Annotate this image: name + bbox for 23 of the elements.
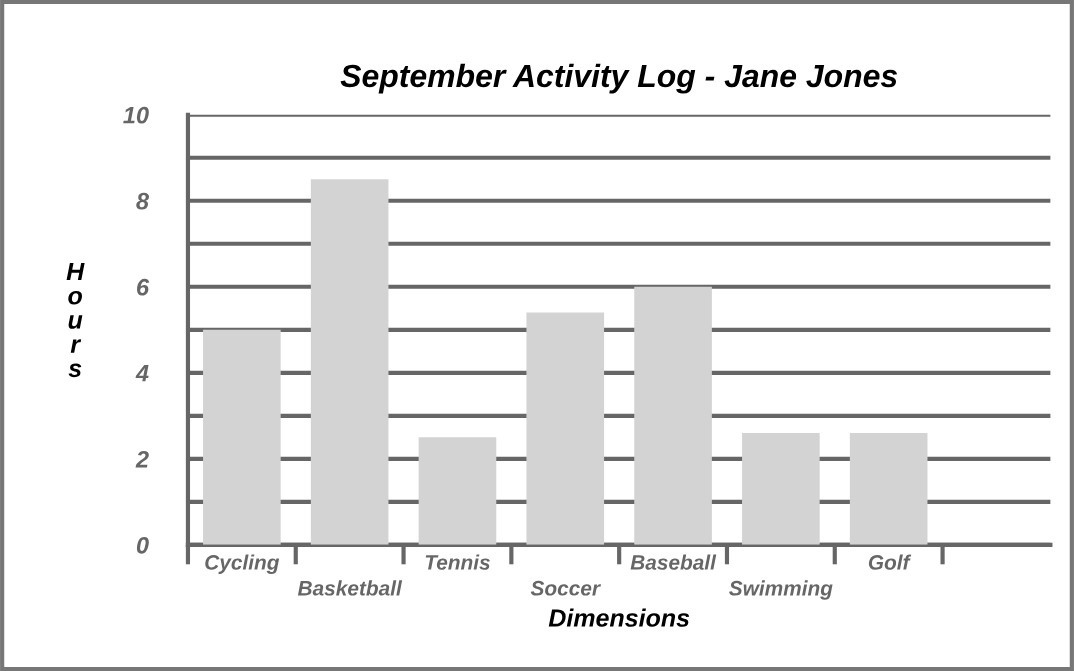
x-tick-label: Swimming	[729, 580, 833, 600]
bar	[418, 437, 497, 545]
y-tick-label: 2	[135, 450, 149, 468]
bar	[203, 329, 281, 545]
x-tick-label: Cycling	[205, 554, 280, 574]
chart-title: September Activity Log - Jane Jones	[340, 63, 898, 94]
bar	[742, 433, 820, 545]
x-tick-label: Golf	[868, 554, 912, 570]
y-tick-label: 4	[135, 365, 149, 382]
bar	[526, 312, 605, 545]
x-tick-label: Basketball	[297, 580, 403, 596]
y-tick-label: 0	[136, 536, 149, 554]
x-tick-label: Soccer	[530, 580, 601, 596]
y-tick-label: 6	[137, 278, 150, 296]
x-axis-title: Dimensions	[548, 608, 690, 627]
y-axis-title: Hours	[66, 262, 85, 378]
bar	[310, 179, 389, 545]
x-tick-label: Tennis	[425, 554, 490, 570]
bar	[849, 433, 928, 545]
bar	[634, 286, 712, 545]
y-tick-label: 8	[136, 192, 150, 210]
x-tick-label: Baseball	[630, 554, 717, 570]
y-tick-label: 10	[123, 106, 149, 124]
